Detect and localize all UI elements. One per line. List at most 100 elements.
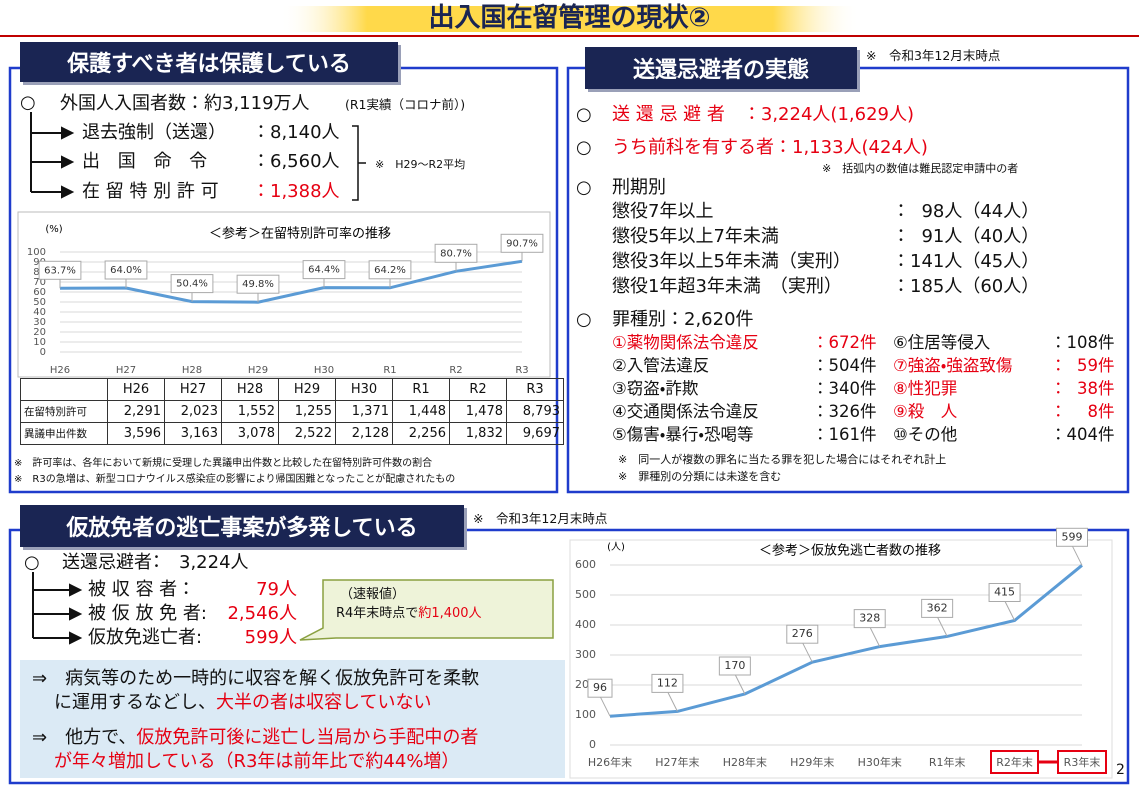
- section-heading: 送還忌避者の実態: [585, 47, 857, 89]
- table-header: H27: [164, 378, 222, 401]
- table-header: R1: [392, 378, 450, 401]
- crime-value: ： 38件: [1050, 379, 1115, 398]
- label-box: [236, 274, 280, 294]
- x-tick-label: R3: [515, 365, 528, 376]
- label-leader: [936, 616, 948, 637]
- crime-label: ⑦強盗・強盗致傷: [893, 356, 1013, 375]
- x-tick-label: H29: [248, 365, 268, 376]
- item-label: 被 収 容 者：: [88, 579, 196, 600]
- entrants: 外国人入国者数：約3,119万人: [60, 93, 310, 114]
- x-tick-label: H30: [314, 365, 334, 376]
- abscond-box: [8, 528, 1130, 785]
- note: ※ 罪種別の分類には未遂を含む: [618, 470, 782, 483]
- label-leader: [734, 673, 746, 695]
- label-box: [651, 673, 684, 693]
- outcome-label: 在 留 特 別 許 可: [82, 181, 219, 202]
- note: ※ 許可率は、各年において新規に受理した異議申出件数と比較した在留特別許可件数の…: [14, 458, 433, 469]
- crime-label: ⑤傷害・暴行・恐喝等: [612, 425, 754, 444]
- callout-highlight: 約1,400人: [418, 606, 482, 621]
- x-tick-label: R3年末: [1064, 755, 1101, 769]
- x-tick-label: H30年末: [858, 755, 902, 769]
- bullet: ○: [20, 92, 36, 113]
- table-cell: 1,552: [221, 400, 279, 423]
- x-tick-label: R1: [383, 365, 396, 376]
- table-cell: 9,697: [506, 422, 564, 445]
- item-value: 599人: [244, 627, 297, 648]
- as-of: ※ 令和3年12月末時点: [473, 511, 608, 526]
- point-text: に運用するなどし、: [54, 692, 216, 713]
- table-header: H26: [107, 378, 165, 401]
- x-tick-label: H27: [116, 365, 136, 376]
- label-box: [988, 583, 1021, 602]
- evasion-convicted: うち前科を有する者：1,133人(424人): [612, 137, 928, 158]
- data-label: 64.2%: [374, 265, 406, 276]
- crime-value: ： 8件: [1050, 402, 1115, 421]
- y-tick-label: 70: [33, 277, 46, 288]
- evasion-total: 送 還 忌 避 者 ：3,224人(1,629人): [612, 104, 914, 125]
- y-tick-label: 400: [575, 618, 596, 631]
- table-cell: 1,255: [278, 400, 336, 423]
- chart-title: ＜参考＞在留特別許可率の推移: [209, 227, 391, 242]
- sentence-label: 懲役5年以上7年未満: [612, 226, 779, 247]
- crime-value: ： 59件: [1050, 356, 1115, 375]
- y-tick-label: 100: [575, 708, 596, 721]
- table-cell: 2,023: [164, 400, 222, 423]
- data-label: 112: [657, 676, 678, 689]
- section-heading: 仮放免者の逃亡事案が多発している: [20, 505, 464, 547]
- data-label: 415: [994, 586, 1015, 599]
- item-label: 仮放免逃亡者:: [88, 627, 203, 648]
- crime-value: ：108件: [1050, 333, 1115, 352]
- y-tick-label: 60: [33, 287, 46, 298]
- bullet: ○: [576, 137, 592, 158]
- data-label: 63.7%: [44, 265, 76, 276]
- y-tick-label: 30: [33, 317, 46, 328]
- callout-text: （速報値）: [340, 587, 406, 602]
- x-tick-label: H26: [50, 365, 70, 376]
- x-tick-label: H27年末: [655, 755, 699, 769]
- y-tick-label: 0: [589, 738, 596, 751]
- label-leader: [599, 695, 611, 717]
- table-cell: 3,596: [107, 422, 165, 445]
- as-of: ※ 令和3年12月末時点: [866, 48, 1001, 63]
- y-tick-label: 100: [27, 247, 46, 258]
- data-label: 328: [859, 612, 880, 625]
- data-label: 90.7%: [506, 238, 538, 249]
- data-label: 170: [724, 659, 745, 672]
- item-label: 被 仮 放 免 者:: [88, 603, 207, 624]
- line: [609, 564, 1083, 718]
- crime-value: ：672件: [812, 333, 877, 352]
- label-box: [853, 609, 886, 629]
- label-box: [718, 656, 751, 676]
- y-tick-label: 20: [33, 327, 46, 338]
- y-tick-label: 50: [33, 297, 46, 308]
- section-heading: 保護すべき者は保護している: [20, 42, 398, 82]
- data-label: 49.8%: [242, 279, 274, 290]
- crime-label: ②入管法違反: [612, 356, 710, 375]
- table-cell: 2,522: [278, 422, 336, 445]
- crime-label: ③窃盗・詐欺: [612, 379, 699, 398]
- bullet: ○: [24, 552, 40, 573]
- charts: ＜参考＞在留特別許可率の推移(%)0102030405060708090100H…: [27, 224, 1100, 769]
- average-note: ※ H29～R2平均: [375, 158, 466, 171]
- crime-label: ⑧性犯罪: [893, 379, 958, 398]
- entrants-note: (R1実績（コロナ前）): [345, 97, 466, 112]
- label-leader: [666, 691, 678, 712]
- table-cell: 3,078: [221, 422, 279, 445]
- crime-value: ：161件: [812, 425, 877, 444]
- label-box: [434, 243, 478, 263]
- outcome-label: 退去強制（送還）: [82, 122, 226, 143]
- label-box: [38, 260, 82, 280]
- bullet: ○: [576, 309, 592, 330]
- outcome-label: 出 国 命 令: [82, 151, 214, 172]
- sentence-value: ：141人（45人）: [892, 251, 1040, 272]
- crime-value: ：340件: [812, 379, 877, 398]
- label-box: [921, 598, 954, 618]
- y-tick-label: 40: [33, 307, 46, 318]
- sentence-value: ：185人（60人）: [892, 276, 1040, 297]
- crime-value: ：404件: [1050, 425, 1115, 444]
- table-cell: 8,793: [506, 400, 564, 423]
- sentence-heading: 刑期別: [612, 177, 666, 198]
- label-leader: [1071, 545, 1083, 566]
- sentence-label: 懲役3年以上5年未満（実刑）: [612, 251, 851, 272]
- table-cell: 2,291: [107, 400, 165, 423]
